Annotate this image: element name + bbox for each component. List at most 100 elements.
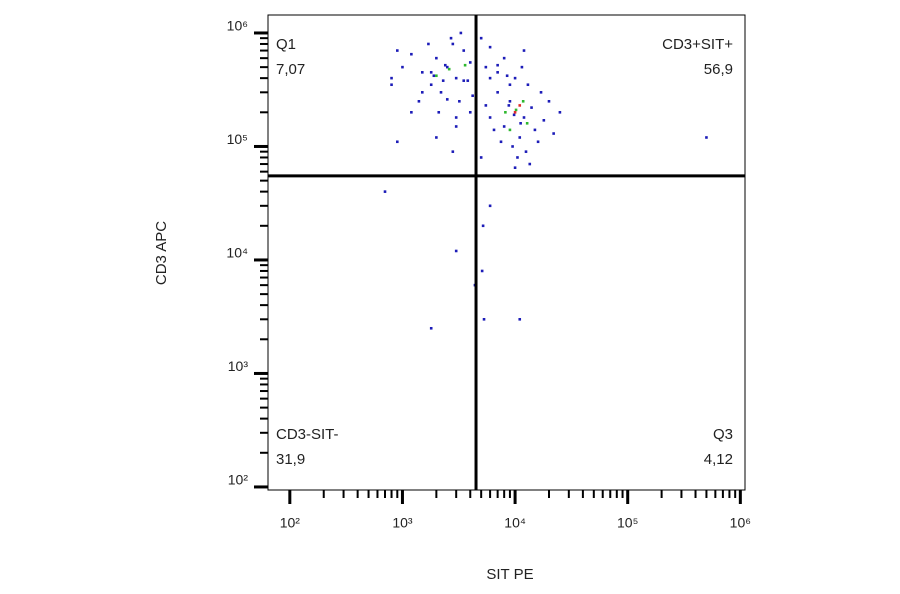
event-dot (528, 162, 532, 166)
event-dot (479, 36, 483, 40)
event-dot (449, 36, 453, 40)
event-dot (435, 136, 438, 139)
event-dot (496, 71, 499, 74)
event-dot (519, 122, 522, 125)
event-dot (513, 166, 517, 170)
event-dot (383, 190, 387, 193)
event-dot (468, 61, 472, 64)
event-dot (705, 136, 708, 139)
event-dot (488, 45, 492, 49)
event-dot (445, 98, 449, 101)
event-dot (410, 52, 413, 56)
event-dot (445, 65, 449, 69)
event-dot (533, 128, 537, 132)
event-dot (502, 125, 506, 128)
event-dot (396, 140, 399, 144)
event-dot (502, 56, 506, 60)
event-dot (410, 111, 413, 114)
quadrant-percent: 4,12 (704, 451, 733, 468)
x-tick-label: 10² (280, 515, 301, 531)
y-tick-label: 10⁵ (227, 131, 248, 147)
plot-frame (267, 14, 746, 491)
event-dot (516, 156, 519, 159)
quadrant-name: Q1 (276, 36, 296, 53)
event-dot (437, 111, 441, 114)
event-dot (462, 79, 466, 82)
event-dot (429, 326, 433, 330)
event-dot (507, 104, 511, 107)
event-dot (518, 104, 522, 107)
event-dot (484, 65, 488, 69)
event-dot (462, 49, 466, 52)
event-dot (454, 249, 458, 253)
event-dot (522, 49, 526, 52)
event-dot (396, 49, 399, 52)
event-dot (522, 116, 526, 119)
event-dot (427, 42, 430, 46)
event-dot (454, 116, 458, 119)
event-dot (526, 83, 530, 87)
event-dot (512, 113, 516, 117)
event-dot (482, 318, 486, 321)
event-dot (488, 204, 492, 208)
event-dot (429, 83, 433, 87)
y-axis-label: CD3 APC (153, 221, 170, 285)
event-dot (401, 65, 404, 69)
event-dot (468, 111, 472, 114)
event-dot (521, 100, 525, 103)
x-axis-label: SIT PE (486, 566, 533, 583)
x-tick-label: 10⁶ (730, 515, 751, 531)
event-dot (524, 150, 528, 153)
event-dot (459, 31, 463, 35)
event-dot (463, 63, 467, 67)
event-dot (451, 42, 455, 46)
quadrant-percent: 31,9 (276, 451, 305, 468)
event-dot (513, 111, 517, 114)
y-tick-label: 10³ (228, 358, 249, 374)
event-dot (432, 74, 436, 78)
event-dot (558, 111, 562, 114)
event-dot (390, 76, 393, 80)
event-dot (520, 65, 524, 69)
event-dot (435, 74, 438, 78)
event-dot (451, 150, 455, 153)
event-dot (443, 63, 447, 67)
event-dot (447, 67, 451, 71)
event-dot (441, 79, 445, 82)
event-dot (429, 71, 433, 74)
y-tick-label: 10⁶ (227, 18, 248, 34)
event-dot (488, 116, 492, 119)
quadrant-percent: 7,07 (276, 61, 305, 78)
event-dot (511, 145, 514, 148)
event-dot (492, 128, 496, 132)
event-dot (454, 76, 458, 80)
event-dot (454, 125, 458, 128)
event-dot (417, 100, 421, 103)
event-dot (508, 83, 512, 87)
event-dot (390, 83, 393, 87)
event-dot (484, 104, 488, 107)
event-dot (499, 140, 503, 144)
event-dot (542, 119, 546, 122)
event-dot (439, 91, 443, 94)
event-dot (525, 122, 529, 125)
event-dot (547, 100, 551, 103)
x-tick-label: 10⁴ (504, 515, 526, 531)
event-dot (508, 100, 512, 103)
event-dot (530, 106, 533, 109)
y-tick-label: 10² (228, 472, 249, 488)
event-dot (466, 79, 470, 82)
x-tick-label: 10³ (392, 515, 413, 531)
event-dot (518, 318, 522, 321)
event-dot (480, 269, 484, 273)
quadrant-name: CD3+SIT+ (662, 36, 733, 53)
event-dot (513, 76, 517, 80)
event-dot (536, 140, 540, 144)
quadrant-name: CD3-SIT- (276, 426, 339, 443)
event-dot (488, 76, 492, 80)
event-dot (505, 74, 509, 78)
y-tick-label: 10⁴ (226, 245, 248, 261)
event-dot (552, 132, 555, 135)
event-dot (514, 108, 518, 112)
